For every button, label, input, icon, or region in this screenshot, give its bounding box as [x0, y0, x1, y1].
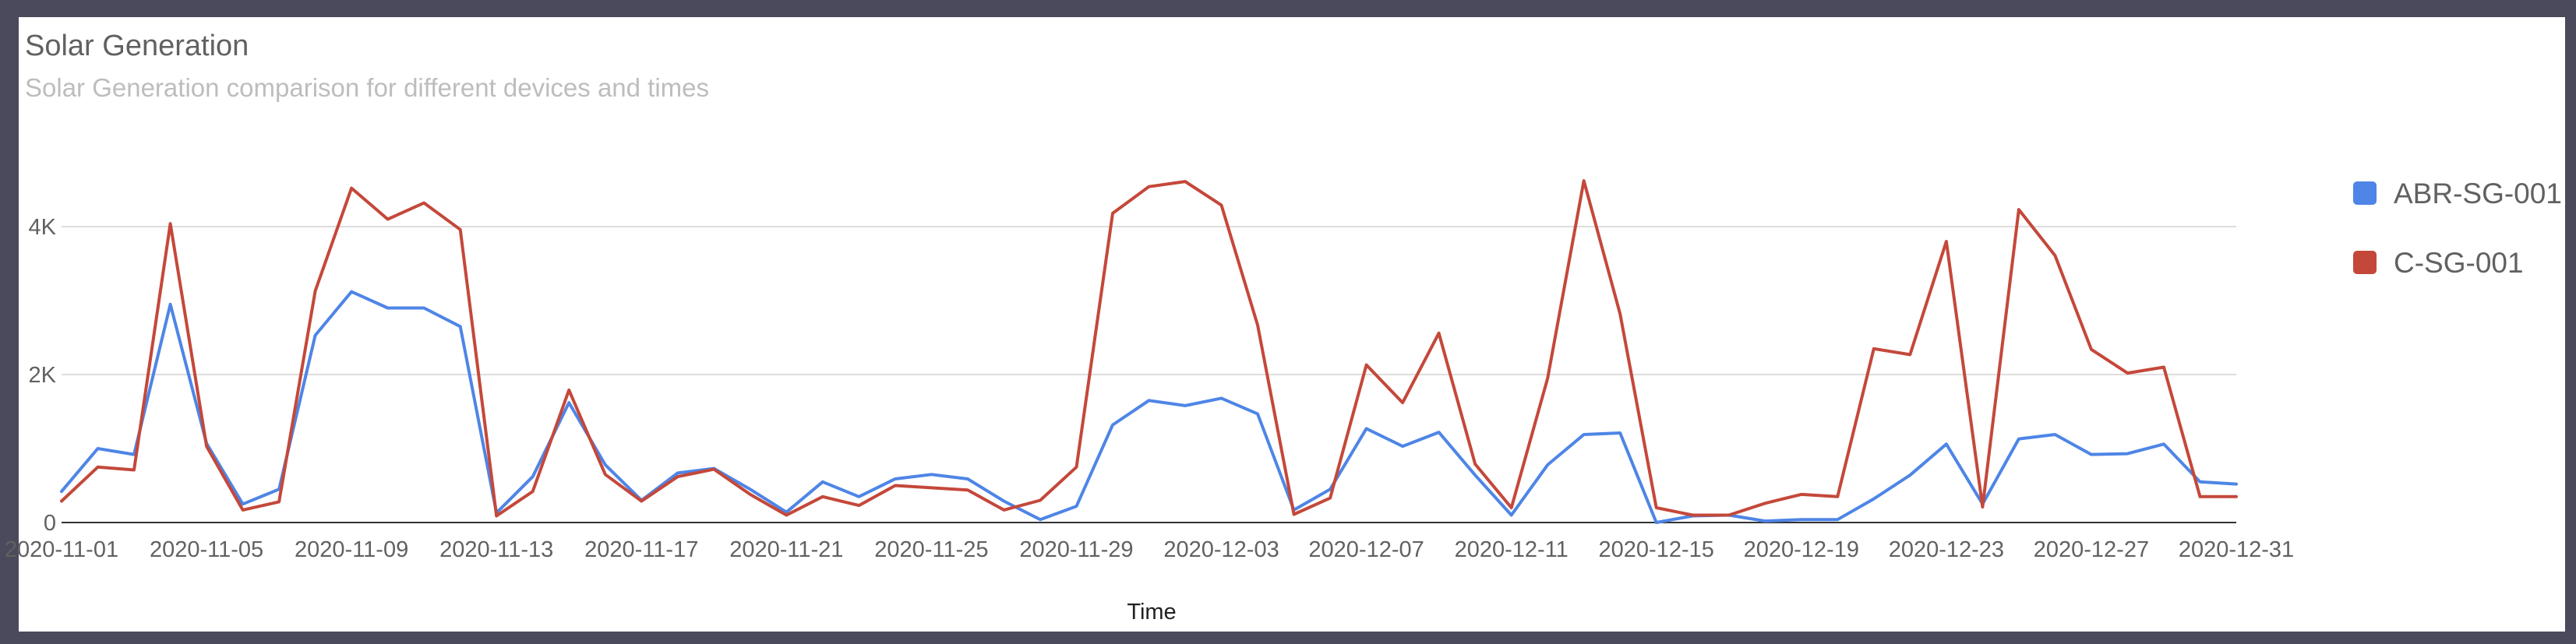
x-tick-label: 2020-12-07	[1308, 537, 1424, 562]
y-axis-ticks: 0 2K 4K	[29, 215, 57, 536]
y-tick-label: 2K	[29, 363, 57, 388]
x-tick-label: 2020-12-19	[1744, 537, 1859, 562]
x-tick-label: 2020-12-03	[1163, 537, 1279, 562]
y-tick-label: 4K	[29, 215, 57, 240]
x-axis-title: Time	[1127, 600, 1176, 625]
legend[interactable]: ABR-SG-001 C-SG-001	[2353, 178, 2562, 279]
x-tick-label: 2020-11-21	[729, 537, 843, 562]
x-tick-label: 2020-11-05	[150, 537, 263, 562]
legend-swatch	[2353, 251, 2377, 274]
x-tick-label: 2020-12-27	[2034, 537, 2149, 562]
chart-title: Solar Generation	[25, 30, 249, 62]
x-tick-label: 2020-12-15	[1599, 537, 1714, 562]
y-tick-label: 0	[44, 511, 56, 536]
grid-lines	[62, 226, 2236, 523]
legend-item-c-sg-001[interactable]: C-SG-001	[2353, 247, 2524, 279]
legend-label: C-SG-001	[2394, 247, 2524, 279]
x-tick-label: 2020-11-09	[295, 537, 408, 562]
x-tick-label: 2020-11-17	[584, 537, 698, 562]
chart-subtitle: Solar Generation comparison for differen…	[25, 73, 710, 102]
legend-swatch	[2353, 181, 2377, 205]
series-line-c-sg-001	[60, 179, 2238, 518]
legend-item-abr-sg-001[interactable]: ABR-SG-001	[2353, 178, 2562, 209]
x-tick-label: 2020-11-25	[874, 537, 988, 562]
x-tick-label: 2020-11-13	[439, 537, 553, 562]
x-tick-label: 2020-11-01	[5, 537, 118, 562]
x-tick-label: 2020-11-29	[1019, 537, 1133, 562]
legend-label: ABR-SG-001	[2394, 178, 2562, 209]
x-tick-label: 2020-12-11	[1455, 537, 1569, 562]
x-axis-ticks: 2020-11-01 2020-11-05 2020-11-09 2020-11-13…	[5, 537, 2294, 562]
x-tick-label: 2020-12-31	[2179, 537, 2294, 562]
series-lines	[60, 179, 2238, 524]
series-line-abr-sg-001	[60, 290, 2238, 524]
x-tick-label: 2020-12-23	[1889, 537, 2004, 562]
